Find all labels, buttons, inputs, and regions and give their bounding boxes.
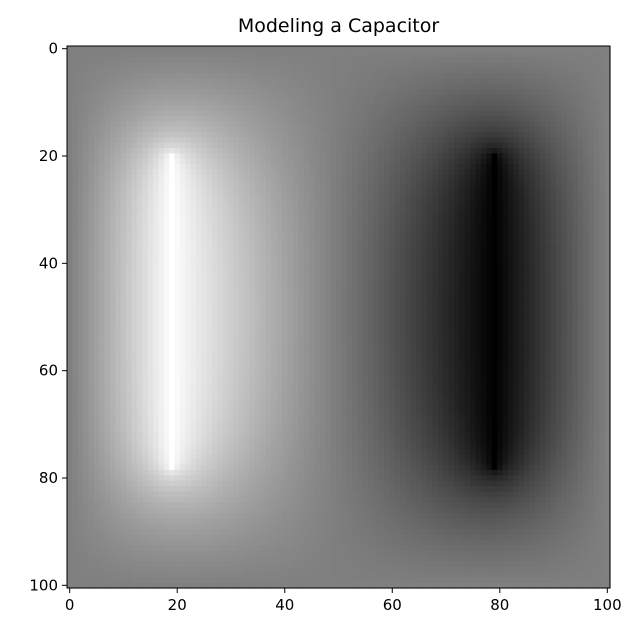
x-tick-label: 60 <box>383 596 402 614</box>
chart-title: Modeling a Capacitor <box>238 15 440 37</box>
y-tick-label: 80 <box>39 469 58 487</box>
x-tick-label: 80 <box>490 596 509 614</box>
heatmap <box>67 46 611 589</box>
x-tick-label: 100 <box>593 596 622 614</box>
y-axis: 0 20 40 60 80 100 <box>29 40 67 594</box>
y-tick-label: 40 <box>39 254 58 272</box>
x-tick-label: 0 <box>65 596 75 614</box>
x-tick-label: 20 <box>168 596 187 614</box>
x-tick-label: 40 <box>275 596 294 614</box>
x-axis: 0 20 40 60 80 100 <box>65 588 622 614</box>
y-tick-label: 60 <box>39 362 58 380</box>
y-tick-label: 20 <box>39 147 58 165</box>
plot-frame <box>66 45 611 589</box>
y-tick-label: 100 <box>29 576 58 594</box>
y-tick-label: 0 <box>48 40 58 58</box>
